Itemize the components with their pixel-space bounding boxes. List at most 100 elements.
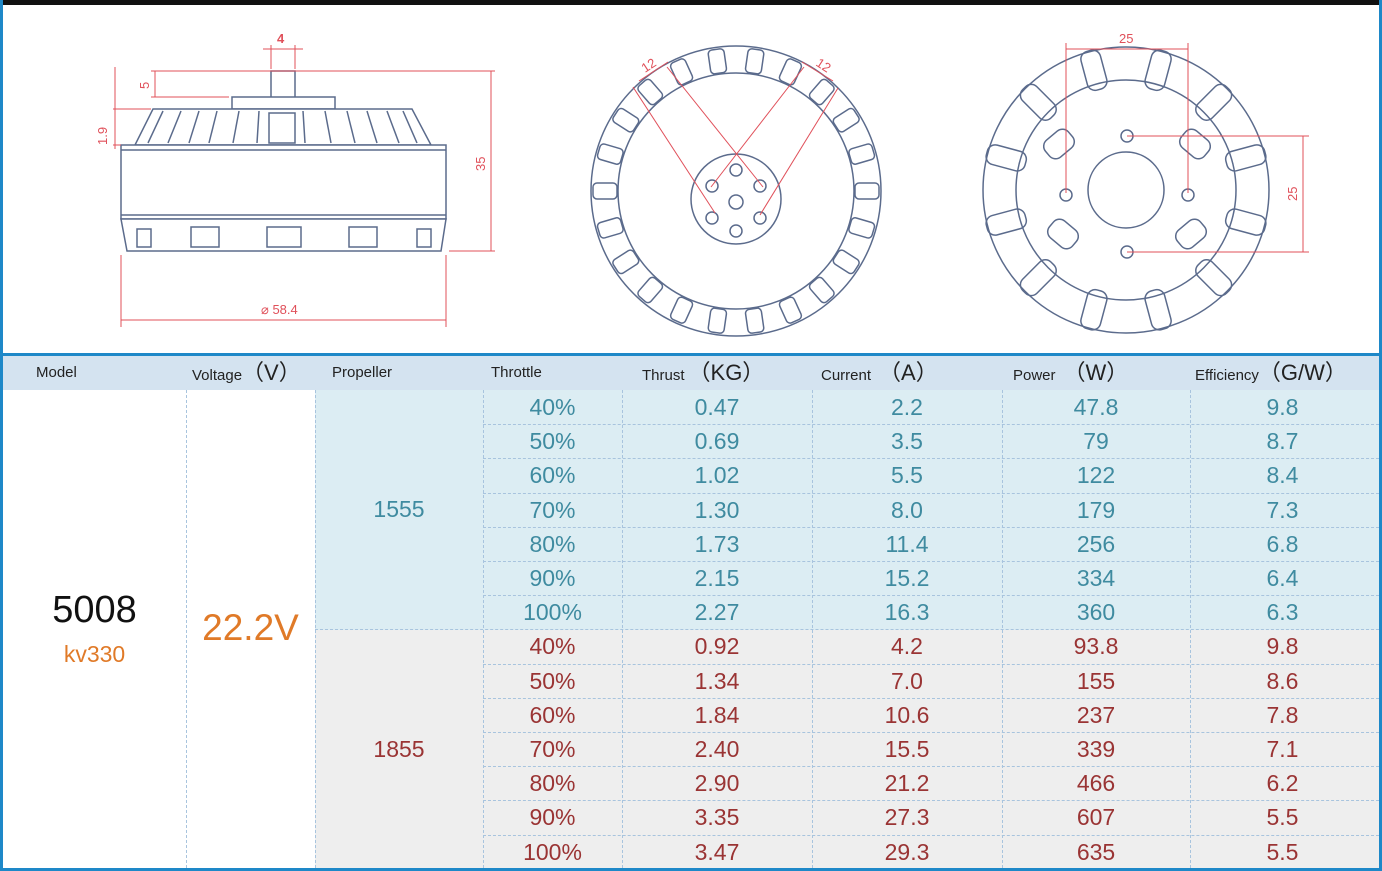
grid-line: [483, 766, 1379, 767]
cell-efficiency: 9.8: [1266, 633, 1299, 660]
cell-power: 334: [1076, 565, 1116, 591]
stator-tooth: [637, 276, 664, 304]
header-current: Current （A）: [821, 360, 938, 385]
dim-top-width-label: 25: [1119, 31, 1133, 46]
dim-height-label: 35: [473, 157, 488, 171]
grid-line: [483, 732, 1379, 733]
cell-power: 179: [1076, 496, 1116, 523]
cell-thrust: 2.27: [694, 599, 740, 626]
dim-left-label: 1.9: [95, 127, 110, 145]
stator-tooth: [848, 143, 876, 165]
cell-efficiency: 7.3: [1266, 496, 1299, 523]
cell-efficiency: 6.4: [1266, 565, 1299, 591]
cell-power: 93.8: [1073, 633, 1119, 660]
stator-tooth: [669, 296, 694, 324]
cell-efficiency: 5.5: [1266, 838, 1299, 865]
vent-pocket: [985, 208, 1028, 236]
cell-efficiency: 5.5: [1266, 804, 1299, 831]
grid-line: [483, 458, 1379, 459]
cell-efficiency: 8.4: [1266, 462, 1299, 489]
cell-throttle: 70%: [529, 496, 576, 523]
cell-throttle: 50%: [529, 428, 576, 455]
cell-current: 27.3: [884, 804, 930, 831]
cell-thrust: 2.90: [694, 770, 740, 797]
stator-tooth: [612, 249, 640, 275]
vent-pocket: [1144, 288, 1172, 331]
header-model: Model: [36, 364, 77, 381]
cell-power: 122: [1076, 462, 1116, 489]
cell-thrust: 0.47: [694, 394, 740, 420]
cell-efficiency: 8.7: [1266, 428, 1299, 455]
cell-current: 11.4: [885, 530, 929, 557]
cell-thrust: 1.02: [694, 462, 740, 489]
motor-bottom-view: 12 12: [590, 45, 882, 337]
grid-line: [483, 800, 1379, 801]
cell-current: 4.2: [891, 633, 923, 660]
cell-power: 155: [1076, 667, 1116, 694]
top-bar: [0, 0, 1382, 5]
cell-current: 15.2: [884, 565, 930, 591]
stator-tooth: [808, 276, 835, 304]
model-voltage-panel: [3, 390, 315, 868]
vent-pocket: [1224, 144, 1267, 172]
propeller-1555: 1555: [373, 496, 425, 522]
cell-power: 79: [1083, 428, 1109, 455]
grid-line: [186, 390, 187, 868]
vent-pocket: [1195, 83, 1233, 121]
cell-current: 15.5: [884, 736, 930, 762]
cell-current: 10.6: [884, 701, 930, 728]
grid-line: [483, 595, 1379, 596]
cell-efficiency: 9.8: [1266, 394, 1299, 420]
cell-thrust: 1.34: [694, 667, 740, 694]
stator-tooth: [669, 58, 694, 86]
cell-throttle: 40%: [529, 633, 576, 660]
cell-throttle: 60%: [529, 462, 576, 489]
cell-current: 5.5: [891, 462, 923, 489]
stator-tooth: [832, 107, 860, 133]
cell-efficiency: 8.6: [1266, 667, 1299, 694]
stator-tooth: [707, 307, 728, 334]
cell-current: 29.3: [884, 838, 930, 865]
cell-throttle: 90%: [529, 565, 576, 591]
cell-thrust: 3.35: [694, 804, 740, 831]
stator-tooth: [707, 48, 728, 75]
stator-tooth: [592, 182, 618, 200]
cell-thrust: 1.84: [694, 701, 740, 728]
vent-pocket: [1080, 49, 1108, 92]
vent-pocket: [1144, 49, 1172, 92]
cell-power: 256: [1076, 530, 1116, 557]
motor-drawings: 4 5 1.9 35 ⌀ 58.4 12 12: [3, 5, 1379, 353]
cell-throttle: 90%: [529, 804, 576, 831]
cell-efficiency: 7.8: [1266, 701, 1299, 728]
cell-throttle: 100%: [523, 838, 582, 865]
cell-thrust: 2.15: [694, 565, 740, 591]
grid-line: [483, 424, 1379, 425]
model-name: 5008: [52, 589, 137, 631]
vent-pocket: [1224, 208, 1267, 236]
cell-power: 360: [1076, 599, 1116, 626]
vent-pocket: [1019, 259, 1057, 297]
cell-thrust: 3.47: [694, 838, 740, 865]
motor-top-view: 25 25: [982, 31, 1309, 334]
dim-bottom-left-label: 12: [638, 55, 658, 75]
vent-pocket: [1080, 288, 1108, 331]
cell-thrust: 1.73: [694, 530, 740, 557]
cell-current: 3.5: [891, 428, 923, 455]
cell-throttle: 50%: [529, 667, 576, 694]
cell-thrust: 0.69: [694, 428, 740, 455]
cell-thrust: 0.92: [694, 633, 740, 660]
cell-power: 635: [1076, 838, 1116, 865]
section-separator: [0, 353, 1382, 356]
stator-tooth: [744, 307, 765, 334]
table-header-bar: [3, 356, 1379, 390]
vent-pocket: [1019, 83, 1057, 121]
cell-throttle: 40%: [529, 394, 576, 420]
cell-current: 2.2: [891, 394, 923, 420]
header-efficiency: Efficiency（G/W）: [1195, 360, 1347, 385]
cell-throttle: 100%: [523, 599, 582, 626]
stator-tooth: [596, 143, 624, 165]
group-1555-background: [315, 390, 1379, 630]
stator-tooth: [848, 217, 876, 239]
cell-current: 7.0: [891, 667, 923, 694]
cell-power: 47.8: [1073, 394, 1119, 420]
